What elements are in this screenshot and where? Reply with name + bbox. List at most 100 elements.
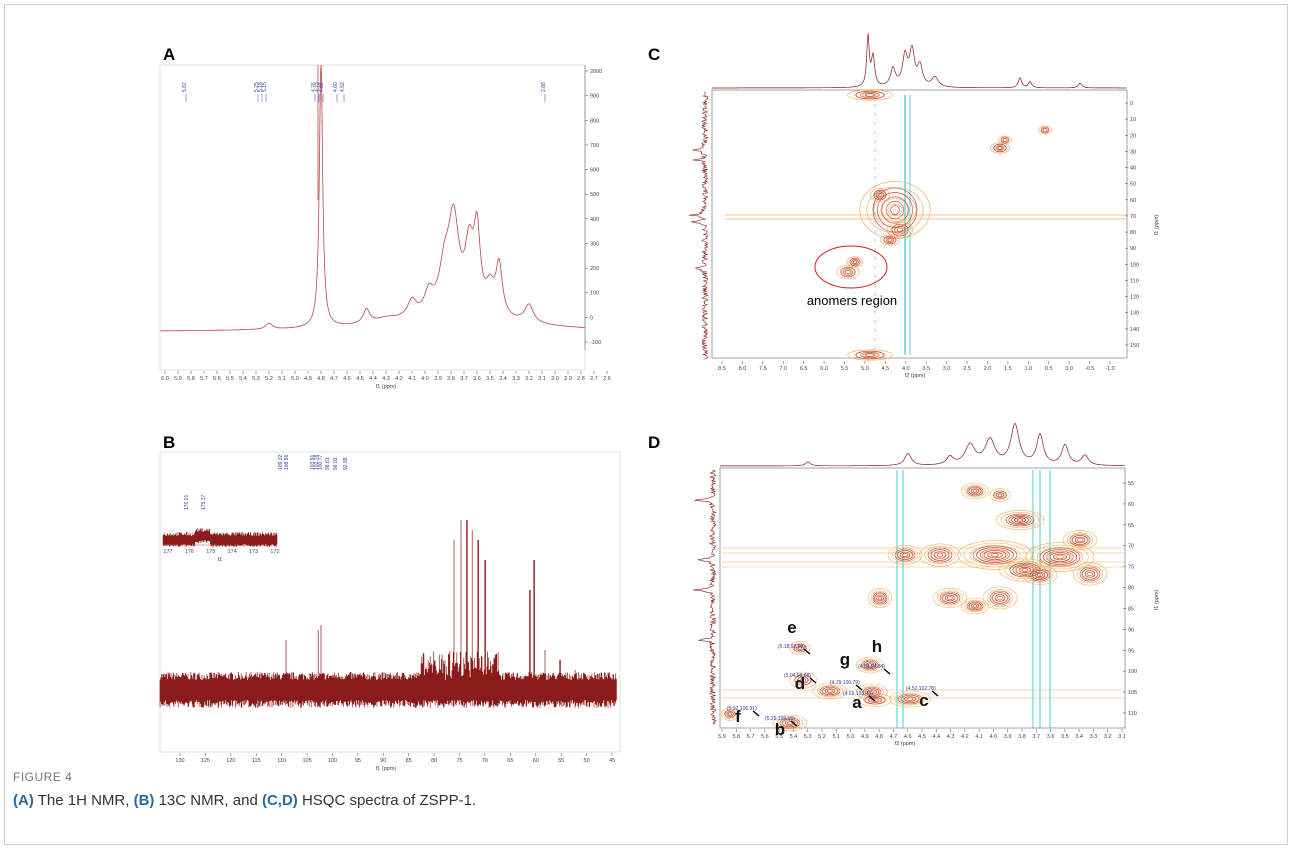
contour (800, 678, 806, 682)
y-tick-label: 30 (1130, 149, 1136, 155)
contour (885, 237, 895, 243)
x-tick-label: 8.5 (718, 366, 726, 372)
residue-pointer (790, 720, 798, 727)
contour (873, 190, 887, 200)
x-tick-label: 3.9 (434, 376, 442, 382)
x-tick-label: 125 (201, 758, 210, 764)
x-tick-label: 4.4 (369, 376, 377, 382)
contour (891, 547, 919, 563)
residue-letter: h (872, 637, 882, 656)
x-tick-label: 5.1 (278, 376, 286, 382)
peak-label: 5.15 (262, 82, 268, 92)
residue-pointer (931, 690, 939, 697)
x-tick-label: 5.1 (832, 734, 840, 740)
x-tick-label: 3.3 (512, 376, 520, 382)
contour (827, 689, 833, 693)
contour (897, 227, 903, 233)
contour (886, 237, 894, 243)
x-tick-label: 3.1 (538, 376, 546, 382)
residue-coords: (4.59,94.84) (858, 664, 885, 670)
contour (1085, 570, 1095, 578)
x-tick-label: 4.0 (421, 376, 429, 382)
contour (902, 553, 908, 557)
y-tick-label: 200 (590, 266, 599, 272)
contour (862, 686, 882, 698)
contour (1034, 571, 1046, 579)
x-tick-label: 3.8 (1018, 734, 1026, 740)
contour (1029, 568, 1051, 582)
x-tick-label: 3.9 (1004, 734, 1012, 740)
contour (870, 188, 890, 202)
contour (880, 234, 900, 246)
x-tick-label: 1.5 (1004, 366, 1012, 372)
x-tick-label: 4.5 (356, 376, 364, 382)
contour (849, 258, 861, 266)
contour (939, 591, 961, 605)
residue-coords: (5.18,92.08) (778, 644, 805, 650)
contour (944, 594, 956, 602)
contour (849, 257, 861, 267)
contour (867, 588, 893, 608)
contour (900, 552, 910, 558)
x-tick-label: 3.4 (1075, 734, 1083, 740)
contour (897, 550, 913, 560)
inset-peak-label: 175.17 (201, 494, 207, 510)
contour (873, 592, 887, 604)
contour (851, 259, 859, 265)
contour (863, 660, 877, 670)
contour (1081, 568, 1099, 580)
inset-tick-label: 176 (185, 549, 194, 555)
residue-pointer (883, 668, 891, 675)
peak-label: 4.68 (319, 82, 325, 92)
x-tick-label: 0.5 (1045, 366, 1053, 372)
contour (936, 552, 944, 558)
contour (721, 707, 739, 721)
annotation: anomers region (807, 293, 897, 308)
x-axis-title: f1 (ppm) (376, 384, 397, 390)
caption-part: (B) (133, 792, 155, 809)
annotation-circle (814, 245, 888, 289)
contour (881, 196, 909, 224)
inset-tick-label: 172 (270, 549, 279, 555)
contour (877, 192, 913, 228)
contour (976, 547, 1014, 563)
contour (853, 260, 857, 264)
contour (995, 492, 1005, 498)
contour (1000, 512, 1040, 528)
contour (872, 591, 888, 605)
x-tick-label: 6.0 (161, 376, 169, 382)
x-tick-label: 3.0 (943, 366, 951, 372)
contour (889, 690, 931, 708)
contour (989, 488, 1011, 502)
x-tick-label: 3.0 (551, 376, 559, 382)
contour (1077, 538, 1083, 542)
y-tick-label: 10 (1130, 117, 1136, 123)
contour (1043, 549, 1077, 565)
contour (1084, 570, 1096, 578)
plot-area (719, 467, 1126, 729)
contour (886, 221, 914, 239)
contour (989, 590, 1011, 606)
contour (855, 90, 885, 100)
contour (883, 236, 897, 244)
contour (1079, 566, 1101, 582)
contour (971, 488, 979, 494)
contour (869, 690, 875, 694)
x-tick-label: 120 (226, 758, 235, 764)
x-tick-label: 5.6 (761, 734, 769, 740)
contour (982, 586, 1018, 610)
contour (1014, 517, 1026, 523)
contour (779, 717, 801, 729)
contour (877, 596, 883, 600)
contour (862, 92, 878, 98)
residue-letter: e (787, 618, 796, 637)
y-tick-label: 80 (1130, 230, 1136, 236)
contour (784, 720, 796, 726)
x-tick-label: 4.0 (902, 366, 910, 372)
contour (1066, 532, 1094, 548)
contour (825, 688, 835, 694)
caption-part: HSQC spectra of ZSPP-1. (297, 792, 477, 809)
contour (885, 200, 905, 220)
residue-coords: (5.04,98.88) (784, 673, 811, 679)
contour (789, 641, 811, 655)
